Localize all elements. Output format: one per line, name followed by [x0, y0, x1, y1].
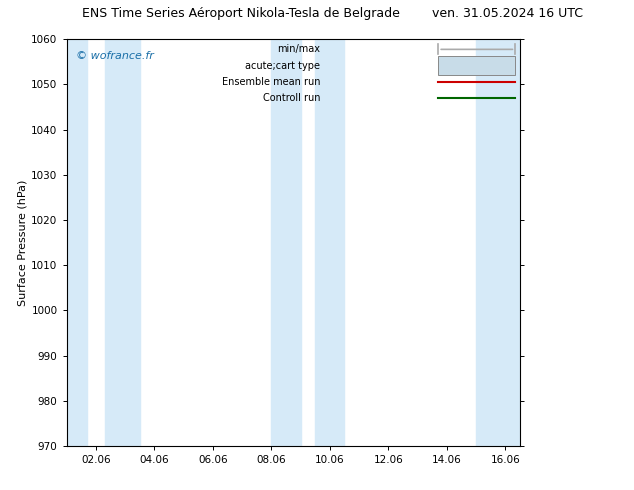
Bar	[315, 39, 344, 446]
Bar	[476, 39, 520, 446]
Text: © wofrance.fr: © wofrance.fr	[75, 51, 153, 61]
Text: min/max: min/max	[278, 45, 320, 54]
Text: ven. 31.05.2024 16 UTC: ven. 31.05.2024 16 UTC	[432, 7, 583, 21]
Y-axis label: Surface Pressure (hPa): Surface Pressure (hPa)	[17, 179, 27, 306]
Bar	[438, 56, 515, 75]
Text: Controll run: Controll run	[263, 93, 320, 103]
Bar	[105, 39, 139, 446]
Bar	[271, 39, 301, 446]
Text: ENS Time Series Aéroport Nikola-Tesla de Belgrade: ENS Time Series Aéroport Nikola-Tesla de…	[82, 7, 400, 21]
Text: Ensemble mean run: Ensemble mean run	[222, 77, 320, 87]
Bar	[67, 39, 87, 446]
Text: acute;cart type: acute;cart type	[245, 61, 320, 71]
